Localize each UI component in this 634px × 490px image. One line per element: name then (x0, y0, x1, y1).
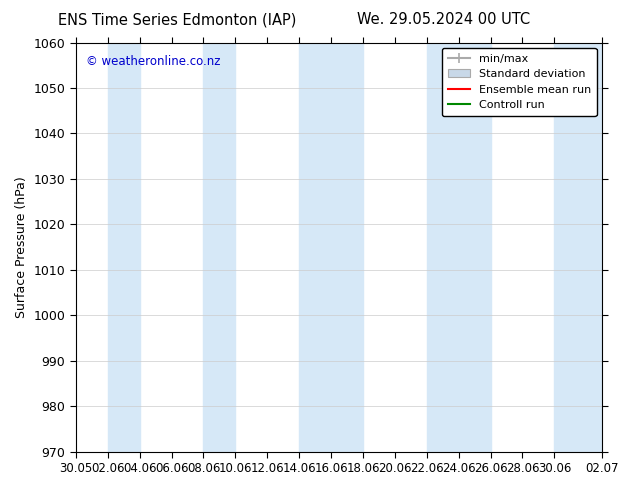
Bar (204, 43, 235, 452)
Text: We. 29.05.2024 00 UTC: We. 29.05.2024 00 UTC (357, 12, 531, 27)
Text: ENS Time Series Edmonton (IAP): ENS Time Series Edmonton (IAP) (58, 12, 297, 27)
Bar (554, 43, 602, 452)
Text: © weatheronline.co.nz: © weatheronline.co.nz (86, 55, 221, 68)
Bar (458, 43, 491, 452)
Legend: min/max, Standard deviation, Ensemble mean run, Controll run: min/max, Standard deviation, Ensemble me… (443, 48, 597, 116)
Bar (427, 43, 458, 452)
Bar (299, 43, 331, 452)
Y-axis label: Surface Pressure (hPa): Surface Pressure (hPa) (15, 176, 28, 318)
Bar (108, 43, 139, 452)
Bar (331, 43, 363, 452)
